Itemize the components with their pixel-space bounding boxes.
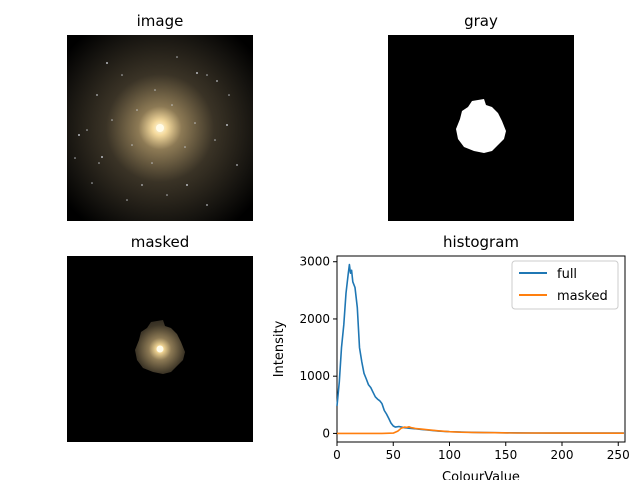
legend-full-label: full bbox=[557, 267, 577, 282]
x-tick-label: 200 bbox=[551, 448, 574, 462]
x-tick-label: 50 bbox=[386, 448, 401, 462]
y-axis-label: Intensity bbox=[272, 320, 287, 377]
y-tick-label: 3000 bbox=[299, 255, 330, 269]
series-line-masked bbox=[337, 425, 624, 435]
x-axis-label: ColourValue bbox=[442, 470, 520, 480]
x-tick-label: 250 bbox=[607, 448, 630, 462]
plot-frame bbox=[336, 255, 626, 443]
x-tick-label: 150 bbox=[494, 448, 517, 462]
legend: full masked bbox=[511, 260, 619, 310]
x-tick-label: 0 bbox=[333, 448, 341, 462]
masked-panel-title: masked bbox=[130, 233, 190, 251]
y-tick-label: 1000 bbox=[299, 369, 330, 383]
x-tick-label: 100 bbox=[438, 448, 461, 462]
gray-mask-image bbox=[388, 35, 574, 221]
x-axis: 0 50 100 150 200 250 bbox=[333, 442, 630, 462]
masked-image bbox=[67, 256, 253, 442]
histogram-panel-title: histogram bbox=[442, 233, 520, 251]
gray-panel-title: gray bbox=[464, 12, 498, 30]
y-tick-label: 0 bbox=[322, 426, 330, 440]
y-tick-label: 2000 bbox=[299, 312, 330, 326]
legend-masked-label: masked bbox=[557, 289, 608, 304]
galaxy-image bbox=[67, 35, 253, 221]
y-axis: 0 1000 2000 3000 bbox=[299, 255, 337, 440]
plot-lines bbox=[336, 263, 624, 435]
image-panel-title: image bbox=[136, 12, 184, 30]
